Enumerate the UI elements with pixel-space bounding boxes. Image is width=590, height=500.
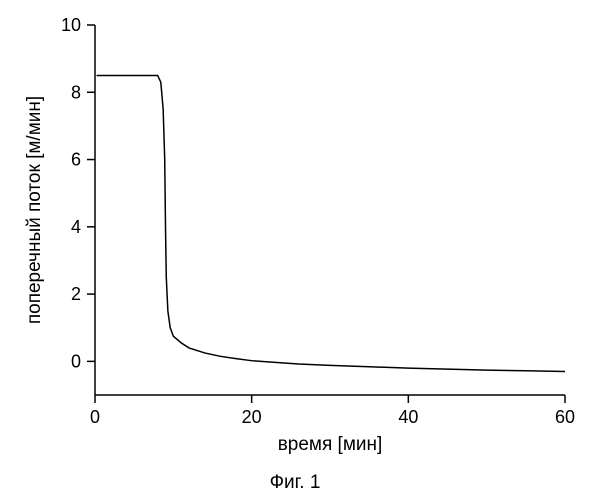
figure-caption: Фиг. 1 bbox=[270, 472, 321, 493]
x-tick-label: 20 bbox=[242, 407, 262, 427]
chart-container: 0 20 40 60 0 2 4 6 8 10 время [мин] поперечный пото… bbox=[0, 0, 590, 500]
y-tick-label: 0 bbox=[71, 351, 81, 371]
y-tick-label: 4 bbox=[71, 217, 81, 237]
series-flow bbox=[97, 75, 565, 371]
line-chart: 0 20 40 60 0 2 4 6 8 10 время [мин] поперечный пото… bbox=[0, 0, 590, 500]
y-tick-label: 10 bbox=[61, 15, 81, 35]
x-tick-label: 40 bbox=[398, 407, 418, 427]
x-axis-label: время [мин] bbox=[278, 434, 383, 455]
x-tick-label: 0 bbox=[90, 407, 100, 427]
y-tick-label: 6 bbox=[71, 150, 81, 170]
y-tick-label: 2 bbox=[71, 284, 81, 304]
x-tick-label: 60 bbox=[555, 407, 575, 427]
y-axis-label: поперечный поток [м/мин] bbox=[24, 96, 45, 324]
y-tick-label: 8 bbox=[71, 82, 81, 102]
